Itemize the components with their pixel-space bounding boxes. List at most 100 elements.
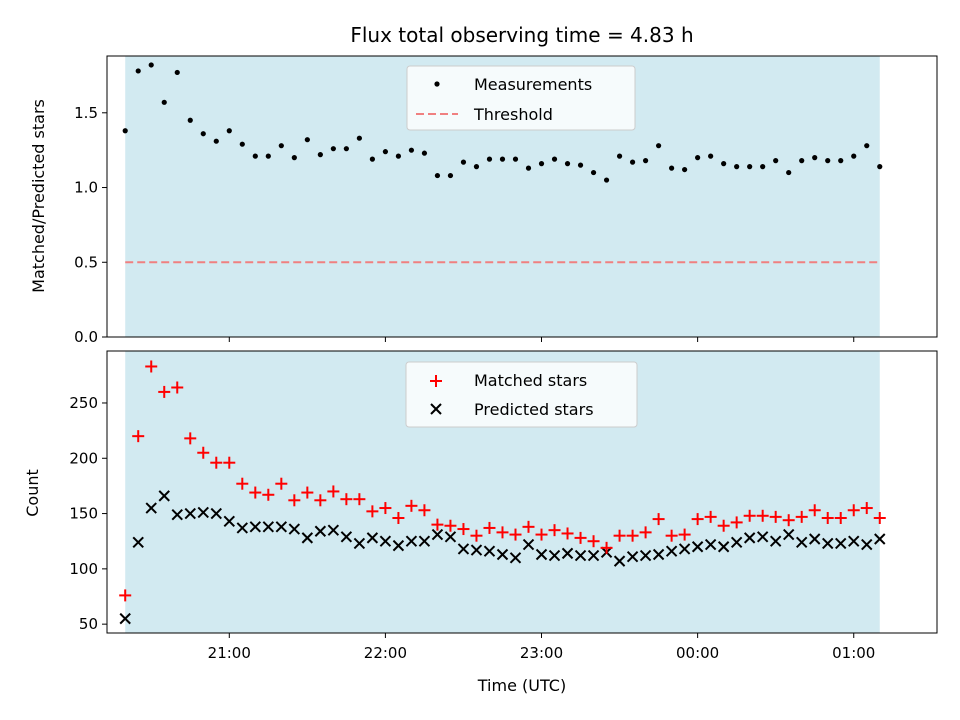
measurement-point	[187, 117, 193, 123]
bottom-x-tick-label: 23:00	[520, 644, 563, 662]
predicted-star-marker	[613, 555, 626, 567]
bottom-x-tick-label: 01:00	[832, 644, 875, 662]
measurement-point	[747, 164, 753, 170]
legend-predicted-label: Predicted stars	[474, 400, 594, 419]
matched-star-marker	[821, 511, 834, 524]
bottom-legend: Matched stars Predicted stars	[405, 361, 638, 428]
predicted-star-stroke	[756, 531, 769, 543]
predicted-star-stroke	[418, 535, 431, 547]
predicted-star-stroke	[275, 521, 288, 533]
matched-star-marker	[457, 523, 470, 536]
matched-star-marker	[665, 529, 678, 542]
predicted-star-marker	[665, 545, 678, 557]
predicted-star-stroke	[626, 550, 639, 563]
measurement-point	[135, 68, 141, 74]
predicted-star-stroke	[717, 541, 730, 553]
top-x-ticks	[228, 337, 855, 342]
measurement-point	[213, 138, 219, 144]
matched-star-marker	[652, 513, 665, 526]
matched-star-marker	[522, 520, 535, 533]
predicted-star-stroke	[132, 536, 144, 549]
predicted-star-stroke	[340, 531, 353, 543]
matched-star-marker	[574, 531, 587, 544]
matched-star-marker	[587, 535, 600, 548]
matched-star-marker	[379, 502, 392, 515]
matched-star-marker	[639, 526, 652, 539]
bottom-x-tick-label: 22:00	[364, 644, 407, 662]
top-axes-frame	[106, 55, 938, 338]
matched-star-marker	[275, 477, 288, 490]
measurement-point	[421, 150, 428, 156]
predicted-star-marker	[574, 549, 587, 562]
predicted-stars-points	[119, 490, 886, 625]
measurement-point	[369, 156, 375, 162]
predicted-star-stroke	[379, 535, 392, 547]
predicted-star-marker	[431, 528, 444, 541]
predicted-star-marker	[444, 531, 457, 543]
measurement-point	[200, 131, 206, 137]
legend-predicted-marker	[430, 403, 442, 415]
predicted-star-stroke	[236, 522, 249, 534]
matched-star-marker	[704, 510, 717, 523]
predicted-star-marker	[652, 548, 665, 561]
predicted-star-stroke	[392, 539, 405, 552]
measurement-point	[695, 155, 701, 161]
predicted-star-marker	[874, 533, 886, 545]
x-axis-label: Time (UTC)	[477, 676, 566, 695]
predicted-star-marker	[522, 538, 535, 551]
measurements-points	[122, 62, 883, 183]
predicted-star-stroke	[782, 528, 795, 541]
measurement-point	[538, 161, 545, 167]
matched-star-marker	[249, 486, 262, 499]
bottom-x-tick-label: 21:00	[208, 644, 251, 662]
predicted-star-marker	[288, 523, 301, 535]
predicted-star-stroke	[861, 538, 873, 551]
predicted-star-stroke	[795, 536, 808, 549]
predicted-star-stroke	[444, 531, 457, 543]
top-y-tick-label: 1.0	[74, 179, 98, 197]
bottom-y-ticks: 50 100 150 200 250	[69, 394, 107, 633]
matched-star-marker	[119, 589, 132, 602]
measurement-point	[838, 158, 844, 164]
predicted-star-marker	[678, 543, 691, 555]
predicted-star-stroke	[509, 552, 522, 564]
predicted-star-stroke	[613, 555, 626, 567]
predicted-star-stroke	[809, 533, 821, 545]
matched-star-marker	[730, 516, 743, 529]
predicted-star-marker	[249, 521, 262, 533]
predicted-star-marker	[756, 531, 769, 543]
predicted-star-stroke	[822, 537, 834, 550]
matched-star-marker	[535, 528, 548, 541]
predicted-star-stroke	[639, 549, 652, 562]
top-y-tick-label: 1.5	[74, 104, 98, 122]
predicted-star-marker	[132, 536, 144, 549]
matched-star-marker	[418, 504, 431, 517]
predicted-star-marker	[184, 507, 196, 520]
matched-star-marker	[834, 511, 847, 524]
matched-star-marker	[626, 529, 639, 542]
predicted-star-stroke	[171, 508, 183, 521]
measurement-point	[226, 128, 232, 134]
matched-star-marker	[288, 494, 301, 507]
matched-star-marker	[548, 524, 561, 537]
measurement-point	[551, 156, 558, 162]
predicted-star-marker	[171, 508, 183, 521]
predicted-star-marker	[457, 543, 470, 555]
measurement-point	[473, 164, 480, 170]
predicted-star-stroke	[522, 538, 535, 551]
measurement-point	[356, 135, 362, 141]
matched-star-marker	[158, 385, 171, 398]
matched-star-marker	[184, 432, 197, 445]
bottom-axes-frame	[106, 350, 938, 634]
predicted-star-marker	[470, 544, 483, 556]
measurement-point	[682, 166, 688, 173]
matched-star-marker	[496, 526, 509, 539]
matched-star-marker	[353, 493, 366, 506]
predicted-star-stroke	[848, 535, 860, 547]
predicted-star-stroke	[548, 549, 561, 562]
predicted-star-marker	[236, 522, 249, 534]
predicted-star-marker	[418, 535, 431, 547]
chart-title: Flux total observing time = 4.83 h	[350, 23, 693, 47]
matched-star-marker	[691, 513, 704, 526]
